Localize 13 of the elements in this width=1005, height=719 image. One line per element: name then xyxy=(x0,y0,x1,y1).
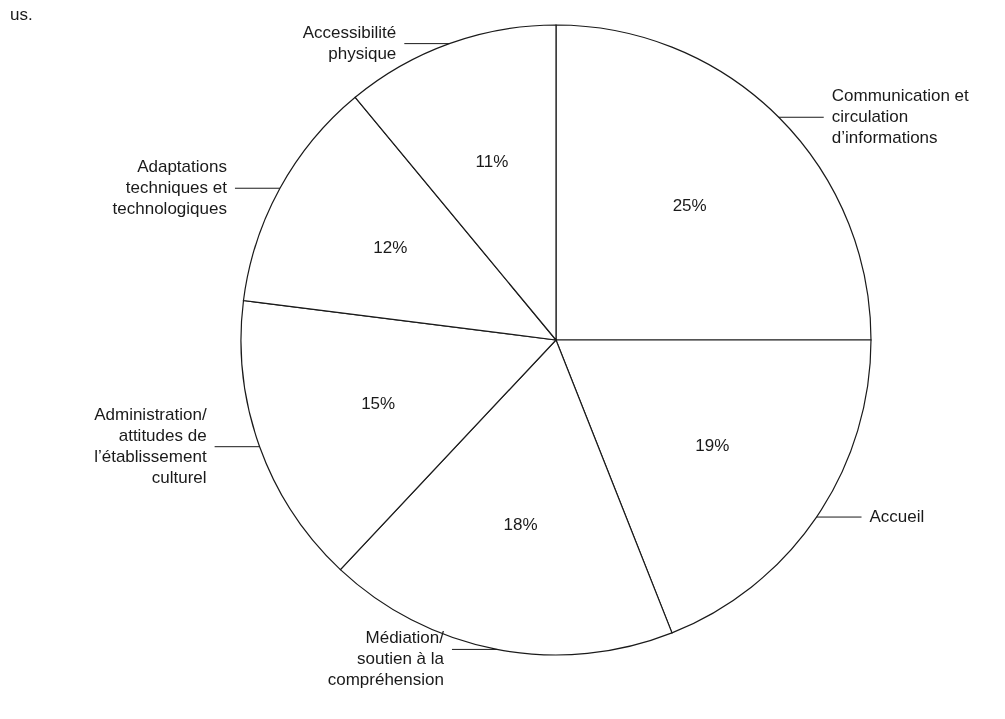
slice-label: Communication et circulation d’informations xyxy=(831,85,970,147)
slice-label: Accessibilité physique xyxy=(302,22,397,63)
data-label: 12% xyxy=(373,238,408,258)
slice-label: Médiation/ soutien à la compréhension xyxy=(327,628,445,690)
text: us. xyxy=(10,5,33,24)
slice-label: Adaptations techniques et technologiques xyxy=(112,156,228,218)
data-label: 25% xyxy=(672,195,707,215)
data-label: 11% xyxy=(475,151,509,171)
data-label: 18% xyxy=(503,515,538,535)
slice-label: Accueil xyxy=(869,506,925,526)
data-label: 15% xyxy=(361,393,396,413)
data-label: 19% xyxy=(695,435,730,455)
slice-label: Administration/ attitudes de l’établissement culturel xyxy=(94,404,207,487)
